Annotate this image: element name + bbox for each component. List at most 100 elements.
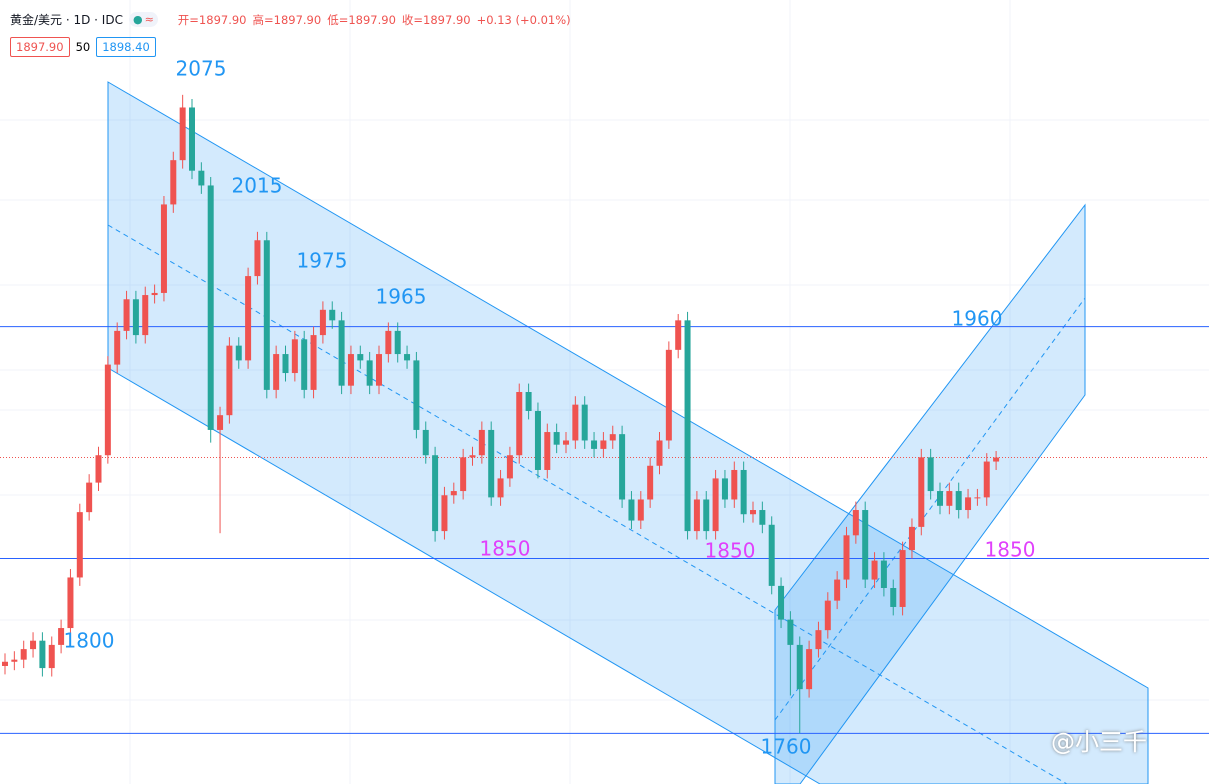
candle-body xyxy=(2,661,8,666)
candle-body xyxy=(534,410,541,470)
candle-body xyxy=(937,491,943,506)
candle-body xyxy=(787,619,794,645)
candle-body xyxy=(993,457,1000,462)
annotation: 1850 xyxy=(480,537,531,561)
candle-body xyxy=(862,510,869,580)
candle-body xyxy=(282,354,289,374)
candle-body xyxy=(310,335,317,390)
candle-body xyxy=(95,455,102,483)
annotation: 1960 xyxy=(952,307,1003,331)
candle-body xyxy=(712,478,719,532)
annotation: 1965 xyxy=(376,285,427,309)
candle-body xyxy=(834,579,841,601)
candle-body xyxy=(815,630,822,650)
candle-body xyxy=(974,497,981,499)
annotation: 1800 xyxy=(64,629,115,653)
candle-body xyxy=(497,478,504,498)
bid-box[interactable]: 1897.90 xyxy=(10,37,70,57)
candle-body xyxy=(581,404,588,441)
price-boxes: 1897.90 50 1898.40 xyxy=(10,37,156,57)
candle-body xyxy=(347,354,354,386)
candle-body xyxy=(20,649,27,660)
candle-body xyxy=(955,491,962,511)
candle-body xyxy=(796,644,803,690)
ohlc-item: 低=1897.90 xyxy=(327,12,396,27)
candle-body xyxy=(619,434,626,500)
candle-body xyxy=(404,354,411,361)
candle-body xyxy=(338,320,345,386)
candle-body xyxy=(39,640,46,669)
candle-body xyxy=(899,550,906,607)
candle-body xyxy=(142,295,149,336)
candle-body xyxy=(563,440,569,445)
candle-body xyxy=(600,440,607,449)
candle-body xyxy=(506,455,513,479)
down-channel xyxy=(107,81,1149,784)
candle-body xyxy=(572,404,579,441)
candle-body xyxy=(207,185,214,430)
candle-body xyxy=(86,482,93,513)
candle-body xyxy=(824,600,831,631)
candle-body xyxy=(693,499,700,532)
ohlc-item: 收=1897.90 xyxy=(401,12,471,27)
candle-body xyxy=(301,339,308,390)
candle-body xyxy=(319,309,326,336)
candle-body xyxy=(637,499,644,521)
candle-body xyxy=(609,434,616,441)
toggle[interactable]: ● ≈ xyxy=(128,12,158,27)
candle-body xyxy=(890,588,897,607)
candle-body xyxy=(273,354,280,390)
candle-body xyxy=(48,644,55,669)
candle-body xyxy=(628,499,635,521)
candle-body xyxy=(525,392,532,411)
candle-body xyxy=(123,299,130,331)
candle-body xyxy=(544,432,551,470)
candle-body xyxy=(759,510,766,525)
candle-body xyxy=(432,455,439,532)
spread: 50 xyxy=(75,40,91,54)
ohlc-item: 开=1897.90 xyxy=(177,12,247,27)
candle-body xyxy=(235,345,242,361)
candle-body xyxy=(806,649,813,690)
candle-body xyxy=(675,320,682,350)
annotation: 2075 xyxy=(176,57,227,81)
candle-body xyxy=(76,512,83,578)
candle-body xyxy=(104,364,111,456)
candle-body xyxy=(591,440,598,449)
candle-body xyxy=(179,107,186,161)
legend: 黄金/美元 · 1D · IDC ● ≈ 开=1897.90 高=1897.90 低=… xyxy=(10,11,577,28)
candle-body xyxy=(731,469,738,500)
ohlc-item: +0.13 (+0.01%) xyxy=(476,12,571,27)
channels xyxy=(107,81,1149,784)
candle-body xyxy=(226,345,233,416)
candle-body xyxy=(684,320,691,532)
candle-body xyxy=(441,495,448,532)
candle-body xyxy=(750,510,756,515)
annotation: 1850 xyxy=(705,539,756,563)
annotation: 1975 xyxy=(297,249,348,273)
watermark: @小三千 xyxy=(1051,728,1147,756)
candle-body xyxy=(768,524,775,586)
candle-body xyxy=(871,560,878,580)
candle-body xyxy=(67,577,74,629)
candle-body xyxy=(721,478,728,500)
candle-body xyxy=(478,429,485,456)
candle-body xyxy=(30,640,37,650)
candle-body xyxy=(422,429,429,456)
symbol: 黄金/美元 · 1D · IDC xyxy=(10,13,123,27)
ask-box[interactable]: 1898.40 xyxy=(96,37,156,57)
candle-body xyxy=(291,339,298,374)
candle-body xyxy=(740,469,747,515)
candle-body xyxy=(357,354,364,361)
candle-body xyxy=(385,330,392,355)
candle-body xyxy=(58,628,65,645)
candle-body xyxy=(656,440,663,466)
candle-body xyxy=(516,392,523,456)
candle-body xyxy=(647,465,654,500)
candle-body xyxy=(189,107,195,171)
candle-body xyxy=(469,455,476,458)
candle-body xyxy=(983,461,990,498)
candle-body xyxy=(263,240,270,390)
